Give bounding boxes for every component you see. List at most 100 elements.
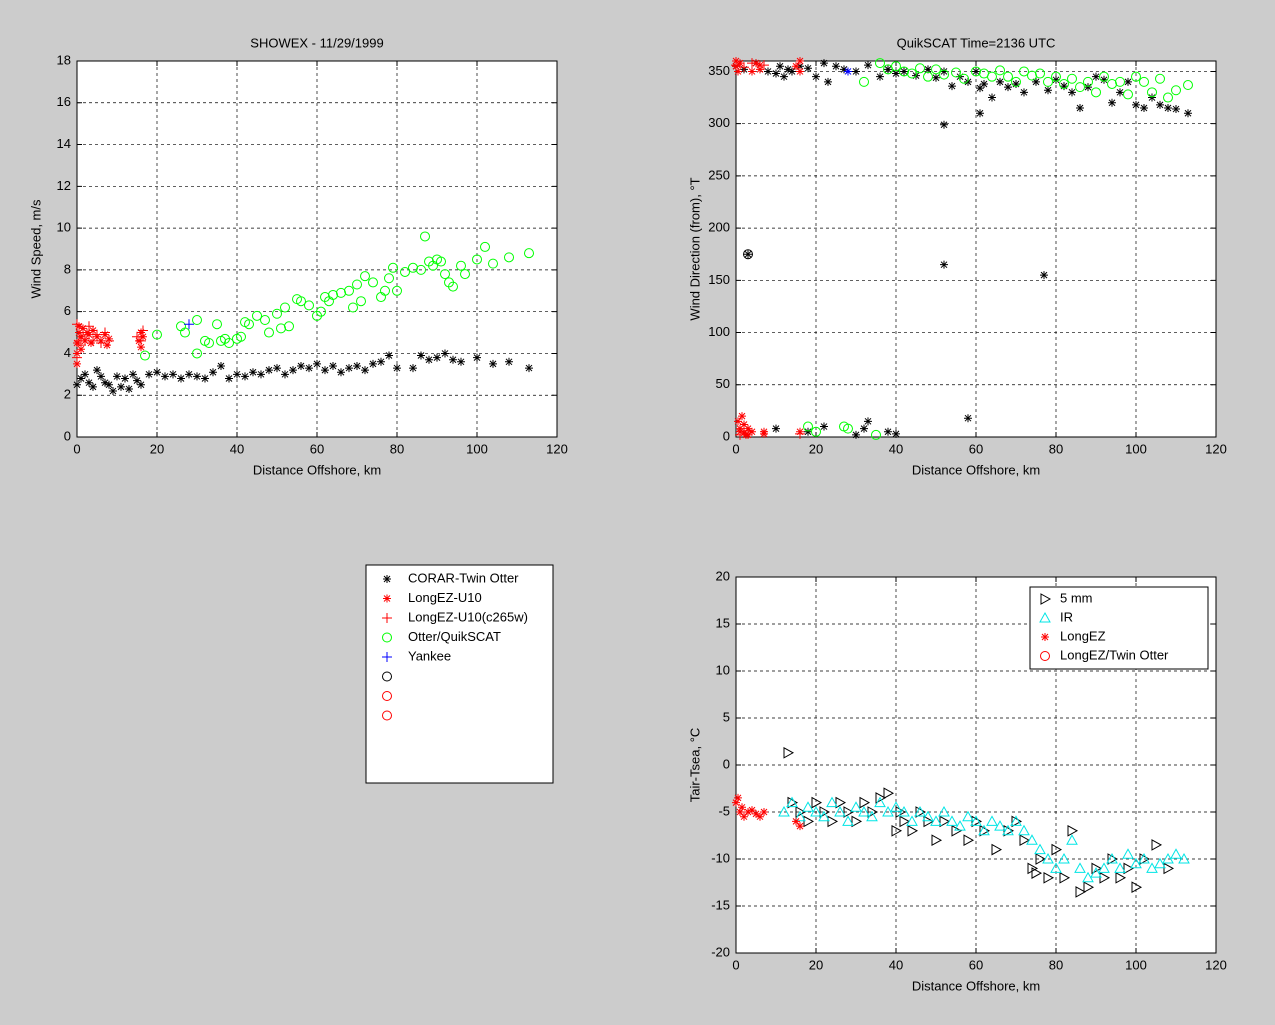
data-point — [946, 815, 958, 826]
legend-marker — [383, 575, 391, 583]
data-point — [1035, 68, 1046, 79]
y-tick-label: 200 — [708, 220, 730, 235]
data-point — [940, 120, 948, 129]
data-point — [734, 67, 742, 76]
data-point — [121, 374, 129, 383]
data-point — [313, 359, 321, 368]
y-tick-label: 5 — [723, 709, 730, 724]
axes-box — [735, 60, 1217, 438]
data-point — [388, 262, 399, 273]
y-tick-label: 10 — [716, 662, 730, 677]
axes-box — [735, 576, 1217, 954]
data-point — [505, 357, 513, 366]
x-tick-label: 60 — [969, 441, 983, 456]
x-tick-label: 60 — [969, 957, 983, 972]
data-point — [252, 310, 263, 321]
data-point — [1051, 843, 1063, 856]
data-point — [1156, 100, 1164, 109]
data-point — [161, 372, 169, 381]
data-point — [803, 815, 815, 828]
data-point — [827, 815, 839, 828]
data-point — [864, 61, 872, 70]
data-point — [1114, 862, 1126, 873]
data-point — [867, 806, 879, 818]
data-point — [1147, 87, 1158, 98]
data-point — [1183, 80, 1194, 91]
data-point — [88, 335, 98, 346]
data-point — [795, 806, 807, 818]
data-point — [954, 820, 966, 831]
data-point — [436, 256, 447, 267]
data-point — [738, 803, 746, 812]
data-point — [834, 805, 846, 817]
data-point — [137, 343, 145, 352]
data-point — [276, 323, 287, 334]
data-point — [96, 338, 106, 348]
x-tick-label: 80 — [1049, 441, 1063, 456]
y-tick-label: 250 — [708, 167, 730, 182]
y-tick-label: 20 — [716, 568, 730, 583]
data-point — [432, 254, 443, 265]
data-point — [924, 65, 932, 74]
x-tick-label: 40 — [230, 441, 244, 456]
data-point — [994, 820, 1006, 831]
data-point — [356, 296, 367, 307]
data-point — [884, 427, 892, 436]
data-point — [75, 322, 83, 331]
data-point — [736, 808, 744, 816]
data-point — [948, 82, 956, 91]
data-point — [260, 315, 271, 326]
x-axis-label: Distance Offshore, km — [253, 462, 381, 477]
data-point — [1099, 871, 1111, 884]
data-point — [109, 387, 117, 396]
y-tick-label: 0 — [723, 428, 730, 443]
data-point — [796, 57, 804, 65]
data-point — [265, 366, 273, 375]
data-point — [217, 361, 225, 370]
data-point — [760, 808, 768, 816]
data-point — [1122, 848, 1134, 859]
data-point — [1100, 75, 1108, 84]
data-point — [820, 422, 828, 431]
data-point — [732, 798, 740, 807]
data-point — [1132, 100, 1140, 109]
x-tick-label: 20 — [809, 957, 823, 972]
data-point — [129, 370, 137, 379]
data-point — [176, 321, 187, 332]
x-tick-label: 60 — [310, 441, 324, 456]
data-point — [843, 806, 855, 818]
data-point — [344, 285, 355, 296]
data-point — [1031, 867, 1043, 879]
data-point — [1043, 871, 1055, 884]
data-point — [859, 796, 871, 809]
data-point — [209, 368, 217, 377]
y-tick-label: 50 — [716, 376, 730, 391]
data-point — [1083, 881, 1095, 894]
data-point — [377, 357, 385, 366]
data-point — [321, 366, 329, 375]
data-point — [810, 805, 822, 817]
data-point — [425, 355, 433, 364]
y-tick-label: 0 — [64, 428, 71, 443]
data-point — [748, 427, 756, 436]
data-point — [348, 302, 359, 313]
data-point — [385, 351, 393, 360]
y-tick-label: 150 — [708, 272, 730, 287]
data-point — [1163, 862, 1175, 875]
data-point — [232, 333, 243, 344]
data-point — [136, 335, 146, 346]
data-point — [804, 64, 812, 73]
data-point — [914, 805, 926, 817]
data-point — [420, 231, 431, 242]
data-point — [78, 327, 88, 338]
data-point — [73, 339, 81, 347]
data-point — [794, 810, 806, 822]
data-point — [1123, 89, 1134, 100]
data-point — [1184, 109, 1192, 118]
legend-label: IR — [1060, 609, 1073, 624]
data-point — [951, 67, 962, 78]
data-point — [400, 266, 411, 277]
data-point — [850, 801, 862, 812]
data-point — [1011, 76, 1022, 87]
y-tick-label: -15 — [711, 897, 730, 912]
